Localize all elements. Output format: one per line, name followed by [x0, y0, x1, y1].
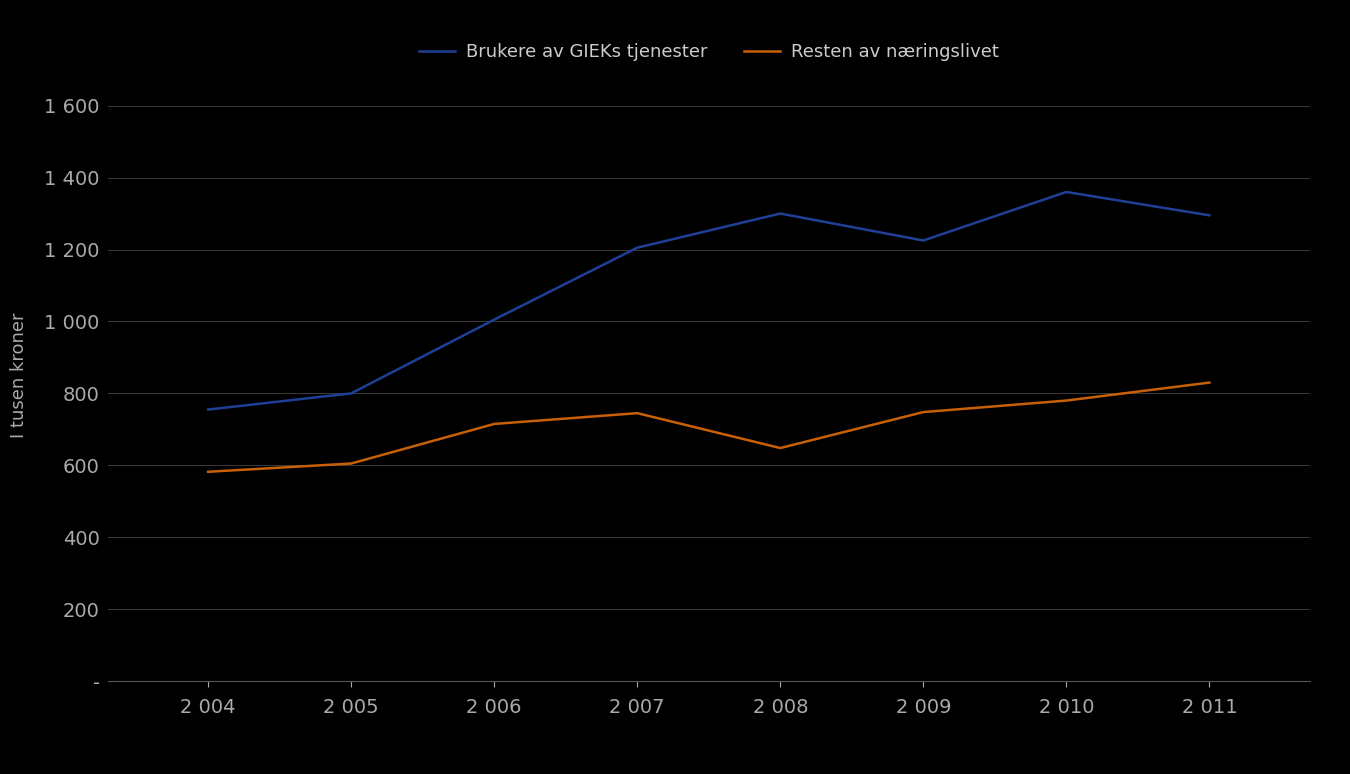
Brukere av GIEKs tjenester	[772, 209, 788, 218]
Resten av næringslivet	[1058, 396, 1075, 406]
Resten av næringslivet	[343, 459, 359, 468]
Line: Brukere av GIEKs tjenester: Brukere av GIEKs tjenester	[208, 192, 1210, 409]
Resten av næringslivet	[772, 444, 788, 453]
Resten av næringslivet	[200, 467, 216, 477]
Resten av næringslivet	[915, 407, 931, 416]
Brukere av GIEKs tjenester	[1202, 211, 1218, 220]
Brukere av GIEKs tjenester	[629, 243, 645, 252]
Resten av næringslivet	[629, 409, 645, 418]
Brukere av GIEKs tjenester	[343, 389, 359, 398]
Resten av næringslivet	[486, 420, 502, 429]
Brukere av GIEKs tjenester	[486, 315, 502, 324]
Line: Resten av næringslivet: Resten av næringslivet	[208, 382, 1210, 472]
Legend: Brukere av GIEKs tjenester, Resten av næringslivet: Brukere av GIEKs tjenester, Resten av næ…	[412, 36, 1006, 68]
Y-axis label: I tusen kroner: I tusen kroner	[9, 313, 27, 438]
Resten av næringslivet	[1202, 378, 1218, 387]
Brukere av GIEKs tjenester	[1058, 187, 1075, 197]
Brukere av GIEKs tjenester	[915, 236, 931, 245]
Brukere av GIEKs tjenester	[200, 405, 216, 414]
